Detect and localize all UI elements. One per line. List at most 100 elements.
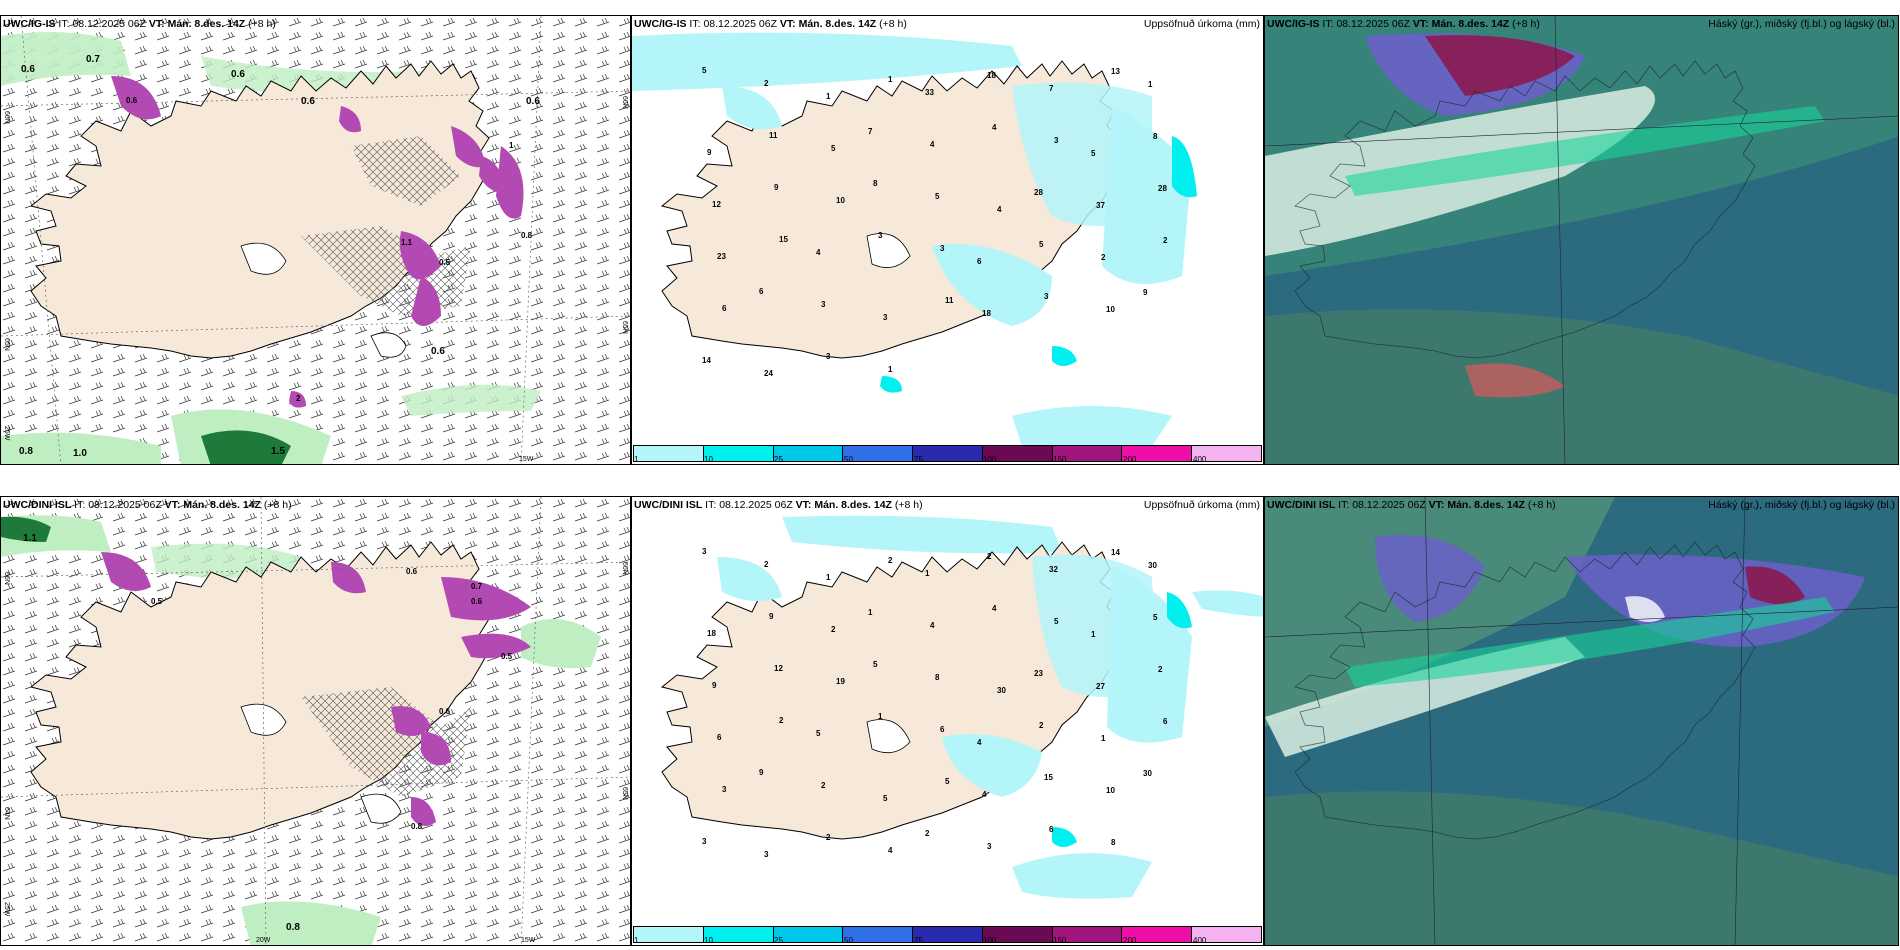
snow-label: 0.8 <box>286 922 300 933</box>
precip-value-label: 6 <box>1049 825 1054 834</box>
precip-value-label: 6 <box>722 304 727 313</box>
precip-value-label: 1 <box>868 608 873 617</box>
precip-value-label: 23 <box>1034 669 1043 678</box>
longitude-label: 25W <box>3 902 10 917</box>
precip-value-label: 2 <box>831 625 836 634</box>
precip-value-label: 12 <box>712 200 721 209</box>
precip-value-label: 1 <box>888 365 893 374</box>
snow-label: 0.5 <box>439 258 451 267</box>
precip-value-label: 27 <box>1096 682 1105 691</box>
panel-header: UWC/IG-IS IT: 08.12.2025 06Z VT: Mán. 8.… <box>3 18 276 30</box>
colorbar-tick: 150 <box>1053 455 1067 464</box>
colorbar-swatch <box>1122 446 1193 461</box>
colorbar-swatch <box>1192 446 1262 461</box>
precip-value-label: 3 <box>883 313 888 322</box>
colorbar-tick: 400 <box>1193 455 1207 464</box>
colorbar-swatch <box>1192 927 1262 942</box>
precip-value-label: 8 <box>935 673 940 682</box>
precip-value-label: 9 <box>759 768 764 777</box>
snow-label: 2 <box>296 394 301 403</box>
panel-title: Háský (gr.), miðský (fj.bl.) og lágský (… <box>1708 18 1895 30</box>
precip-colorbar <box>633 926 1262 943</box>
precip-value-label: 5 <box>935 192 940 201</box>
snow-label: 0.5 <box>151 597 163 606</box>
precip-value-label: 1 <box>1091 630 1096 639</box>
snow-label: 0.6 <box>439 707 451 716</box>
precip-value-label: 5 <box>1091 149 1096 158</box>
colorbar-tick: 400 <box>1193 936 1207 945</box>
colorbar-tick: 25 <box>774 936 783 945</box>
colorbar-swatch <box>703 927 774 942</box>
precip-value-label: 13 <box>1111 67 1120 76</box>
panel-bottom-middle-precip-map: UWC/DINI ISL IT: 08.12.2025 06Z VT: Mán.… <box>631 496 1264 946</box>
colorbar-tick: 10 <box>704 455 713 464</box>
precip-value-label: 32 <box>1049 565 1058 574</box>
precip-value-label: 6 <box>940 725 945 734</box>
precip-value-label: 5 <box>873 660 878 669</box>
precip-value-label: 5 <box>831 144 836 153</box>
precip-map <box>632 497 1263 927</box>
snow-label: 0.6 <box>431 346 445 357</box>
snow-label: 0.7 <box>86 54 100 65</box>
precip-value-label: 2 <box>925 829 930 838</box>
snow-label: 0.6 <box>126 96 138 105</box>
panel-top-middle-precip-map: UWC/IG-IS IT: 08.12.2025 06Z VT: Mán. 8.… <box>631 15 1264 465</box>
longitude-label: 25W <box>3 426 10 441</box>
precip-value-label: 7 <box>1049 84 1054 93</box>
precip-value-label: 4 <box>992 604 997 613</box>
latitude-label: 65N <box>621 787 628 800</box>
panel-header: UWC/DINI ISL IT: 08.12.2025 06Z VT: Mán.… <box>3 499 292 511</box>
precip-value-label: 1 <box>826 92 831 101</box>
precip-value-label: 5 <box>702 66 707 75</box>
snow-label: 0.6 <box>526 96 540 107</box>
colorbar-tick: 75 <box>914 936 923 945</box>
panel-header: UWC/DINI ISL IT: 08.12.2025 06Z VT: Mán.… <box>634 499 923 511</box>
precip-value-label: 24 <box>764 369 773 378</box>
precip-value-label: 18 <box>982 309 991 318</box>
precip-value-label: 2 <box>1163 236 1168 245</box>
precip-value-label: 10 <box>1106 305 1115 314</box>
colorbar-swatch <box>982 446 1053 461</box>
panel-header: UWC/DINI ISL IT: 08.12.2025 06Z VT: Mán.… <box>1267 499 1556 511</box>
precip-value-label: 2 <box>1158 665 1163 674</box>
precip-value-label: 10 <box>1106 786 1115 795</box>
precip-value-label: 8 <box>873 179 878 188</box>
precip-value-label: 3 <box>702 547 707 556</box>
precip-value-label: 14 <box>702 356 711 365</box>
precip-value-label: 18 <box>987 71 996 80</box>
precip-value-label: 12 <box>774 664 783 673</box>
colorbar-tick: 100 <box>983 936 997 945</box>
precip-value-label: 33 <box>925 88 934 97</box>
precip-value-label: 11 <box>945 296 954 305</box>
snow-label: 0.6 <box>471 597 483 606</box>
precip-value-label: 10 <box>836 196 845 205</box>
latitude-label: 66N <box>3 572 10 585</box>
cloud-map <box>1265 16 1898 464</box>
precip-value-label: 5 <box>1039 240 1044 249</box>
precip-value-label: 8 <box>1111 838 1116 847</box>
snow-wind-map <box>1 16 630 464</box>
panel-title: Uppsöfnuð úrkoma (mm) <box>1143 18 1260 30</box>
colorbar-tick: 150 <box>1053 936 1067 945</box>
precip-value-label: 8 <box>1153 132 1158 141</box>
precip-value-label: 4 <box>982 790 987 799</box>
colorbar-swatch <box>773 446 844 461</box>
precip-value-label: 30 <box>997 686 1006 695</box>
precip-value-label: 15 <box>1044 773 1053 782</box>
snow-label: 1.1 <box>23 533 37 544</box>
precip-value-label: 9 <box>707 148 712 157</box>
precip-value-label: 28 <box>1034 188 1043 197</box>
snow-label: 0.6 <box>406 567 418 576</box>
precip-value-label: 2 <box>888 556 893 565</box>
precip-value-label: 9 <box>769 612 774 621</box>
snow-label: 0.7 <box>471 582 483 591</box>
colorbar-swatch <box>982 927 1053 942</box>
latitude-label: 66N <box>3 111 10 124</box>
colorbar-tick: 200 <box>1123 936 1137 945</box>
latitude-label: 65N <box>3 338 10 351</box>
precip-value-label: 6 <box>759 287 764 296</box>
precip-value-label: 3 <box>722 785 727 794</box>
snow-label: 0.6 <box>231 69 245 80</box>
precip-value-label: 5 <box>816 729 821 738</box>
snow-label: 0.8 <box>411 822 423 831</box>
